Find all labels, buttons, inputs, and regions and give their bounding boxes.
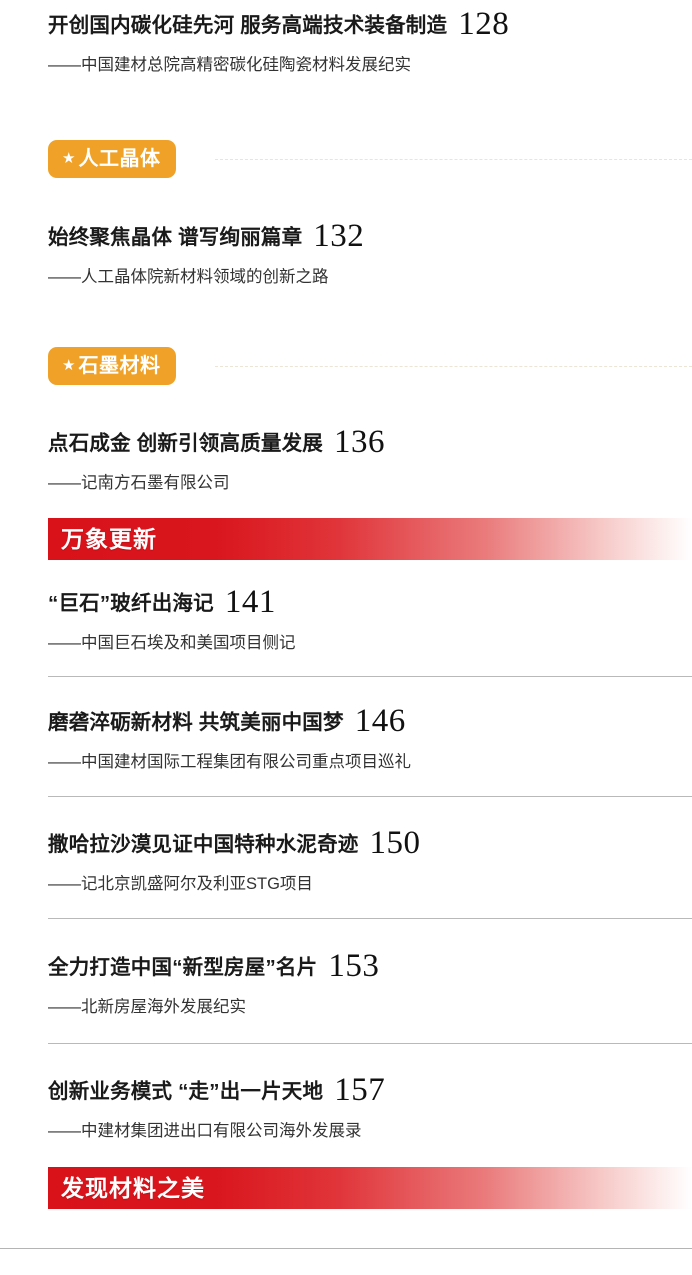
section-banner-discover-beauty[interactable]: 发现材料之美 — [48, 1167, 692, 1209]
badge-dashed-rule — [215, 366, 692, 367]
section-badge-graphite-material[interactable]: ★ 石墨材料 — [48, 347, 177, 385]
entry-subtitle: ——记南方石墨有限公司 — [48, 474, 230, 492]
entry-divider — [48, 918, 692, 919]
star-icon: ★ — [62, 149, 76, 167]
entry-page-number: 128 — [458, 6, 510, 42]
entry-title-row: 全力打造中国“新型房屋”名片 153 — [48, 948, 380, 984]
toc-entry-128[interactable]: 开创国内碳化硅先河 服务高端技术装备制造 128 ——中国建材总院高精密碳化硅陶… — [48, 6, 509, 74]
entry-subtitle: ——中国建材国际工程集团有限公司重点项目巡礼 — [48, 753, 411, 771]
entry-subtitle: ——中建材集团进出口有限公司海外发展录 — [48, 1122, 362, 1140]
entry-title: 点石成金 创新引领高质量发展 — [48, 432, 323, 455]
entry-page-number: 146 — [354, 703, 406, 739]
entry-page-number: 150 — [369, 825, 421, 861]
entry-subtitle: ——中国建材总院高精密碳化硅陶瓷材料发展纪实 — [48, 56, 411, 74]
section-badge-label: 人工晶体 — [78, 148, 161, 170]
entry-title: 撒哈拉沙漠见证中国特种水泥奇迹 — [48, 833, 359, 856]
entry-title-row: 始终聚焦晶体 谱写绚丽篇章 132 — [48, 218, 365, 254]
entry-title-row: “巨石”玻纤出海记 141 — [48, 584, 296, 620]
entry-title-row: 开创国内碳化硅先河 服务高端技术装备制造 128 — [48, 6, 510, 42]
entry-title: 磨砻淬砺新材料 共筑美丽中国梦 — [48, 711, 344, 734]
entry-page-number: 153 — [328, 948, 380, 984]
toc-entry-157[interactable]: 创新业务模式 “走”出一片天地 157 ——中建材集团进出口有限公司海外发展录 — [48, 1072, 385, 1140]
entry-title-row: 创新业务模式 “走”出一片天地 157 — [48, 1072, 386, 1108]
section-banner-label: 万象更新 — [61, 525, 157, 552]
entry-divider — [48, 676, 692, 677]
toc-entry-136[interactable]: 点石成金 创新引领高质量发展 136 ——记南方石墨有限公司 — [48, 424, 385, 492]
entry-title-row: 磨砻淬砺新材料 共筑美丽中国梦 146 — [48, 703, 411, 739]
section-badge-label: 石墨材料 — [78, 355, 161, 377]
badge-dashed-rule — [215, 159, 692, 160]
entry-title: “巨石”玻纤出海记 — [48, 592, 214, 615]
toc-entry-153[interactable]: 全力打造中国“新型房屋”名片 153 ——北新房屋海外发展纪实 — [48, 948, 379, 1016]
entry-title: 创新业务模式 “走”出一片天地 — [48, 1080, 324, 1103]
toc-entry-141[interactable]: “巨石”玻纤出海记 141 ——中国巨石埃及和美国项目侧记 — [48, 584, 296, 652]
section-banner-renewal[interactable]: 万象更新 — [48, 518, 692, 560]
entry-divider — [48, 1043, 692, 1044]
star-icon: ★ — [62, 356, 76, 374]
entry-title: 始终聚焦晶体 谱写绚丽篇章 — [48, 226, 303, 249]
entry-title: 开创国内碳化硅先河 服务高端技术装备制造 — [48, 14, 448, 37]
toc-entry-146[interactable]: 磨砻淬砺新材料 共筑美丽中国梦 146 ——中国建材国际工程集团有限公司重点项目… — [48, 703, 411, 771]
toc-entry-150[interactable]: 撒哈拉沙漠见证中国特种水泥奇迹 150 ——记北京凯盛阿尔及利亚STG项目 — [48, 825, 421, 893]
section-banner-label: 发现材料之美 — [61, 1174, 205, 1201]
entry-page-number: 132 — [313, 218, 365, 254]
page-bottom-rule — [0, 1248, 692, 1249]
entry-page-number: 157 — [334, 1072, 386, 1108]
entry-title: 全力打造中国“新型房屋”名片 — [48, 956, 318, 979]
entry-title-row: 撒哈拉沙漠见证中国特种水泥奇迹 150 — [48, 825, 421, 861]
section-badge-artificial-crystal[interactable]: ★ 人工晶体 — [48, 140, 177, 178]
entry-subtitle: ——人工晶体院新材料领域的创新之路 — [48, 268, 329, 286]
entry-title-row: 点石成金 创新引领高质量发展 136 — [48, 424, 385, 460]
entry-divider — [48, 796, 692, 797]
entry-subtitle: ——中国巨石埃及和美国项目侧记 — [48, 634, 296, 652]
toc-entry-132[interactable]: 始终聚焦晶体 谱写绚丽篇章 132 ——人工晶体院新材料领域的创新之路 — [48, 218, 364, 286]
entry-page-number: 136 — [334, 424, 385, 460]
entry-subtitle: ——北新房屋海外发展纪实 — [48, 998, 246, 1016]
entry-page-number: 141 — [224, 584, 276, 620]
entry-subtitle: ——记北京凯盛阿尔及利亚STG项目 — [48, 875, 313, 893]
